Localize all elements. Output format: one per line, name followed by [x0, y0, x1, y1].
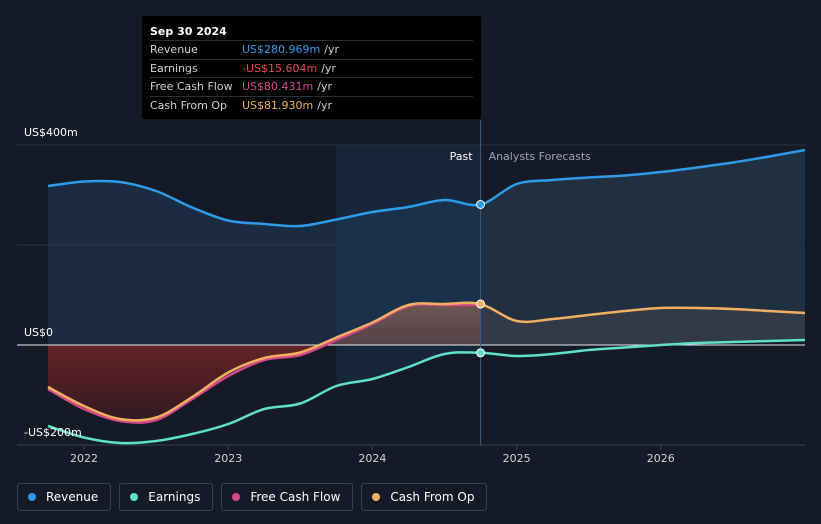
- x-tick-label: 2024: [358, 452, 386, 465]
- legend-item-revenue[interactable]: Revenue: [17, 483, 112, 511]
- tooltip-unit: /yr: [317, 80, 332, 93]
- legend-label: Free Cash Flow: [250, 490, 341, 504]
- chart-legend: Revenue Earnings Free Cash Flow Cash From O…: [17, 483, 488, 511]
- legend-label: Earnings: [148, 490, 201, 504]
- tooltip-unit: /yr: [324, 43, 339, 56]
- forecast-label: Analysts Forecasts: [489, 150, 592, 163]
- hover-tooltip: Sep 30 2024 Revenue US$280.969m/yr Earning…: [142, 16, 481, 119]
- tooltip-value: US$280.969m: [242, 43, 321, 56]
- series-line-revenue: [47, 148, 806, 228]
- revenue-forecast-area: [481, 150, 805, 345]
- past-label: Past: [450, 150, 474, 163]
- legend-dot-icon: [232, 493, 241, 501]
- earnings-under-mask: [48, 340, 805, 445]
- tooltip-label: Cash From Op: [150, 98, 228, 112]
- x-tick-label: 2022: [70, 452, 98, 465]
- tooltip-row: Revenue US$280.969m/yr: [150, 40, 473, 59]
- tooltip-label: Earnings: [150, 61, 198, 75]
- x-tick-label: 2026: [647, 452, 675, 465]
- cashflow-positive-area: [48, 302, 481, 345]
- series-line-earnings: [47, 338, 806, 445]
- y-tick-label: US$0: [24, 326, 53, 339]
- tooltip-label: Revenue: [150, 43, 198, 56]
- legend-item-earnings[interactable]: Earnings: [119, 483, 214, 511]
- legend-item-cash-from-op[interactable]: Cash From Op: [361, 483, 488, 511]
- legend-dot-icon: [372, 493, 381, 501]
- legend-label: Cash From Op: [390, 490, 475, 504]
- y-tick-label: -US$200m: [24, 426, 82, 439]
- tooltip-value: -US$15.604m: [242, 61, 318, 75]
- tooltip-value: US$80.431m: [242, 80, 314, 93]
- x-tick-label: 2025: [503, 452, 531, 465]
- tooltip-date: Sep 30 2024: [150, 25, 227, 38]
- legend-dot-icon: [28, 493, 36, 501]
- tooltip-value: US$81.930m: [242, 98, 314, 112]
- legend-dot-icon: [130, 493, 139, 501]
- highlight-marker: [476, 200, 486, 209]
- tooltip-unit: /yr: [321, 61, 336, 75]
- legend-label: Revenue: [46, 490, 99, 504]
- tooltip-label: Free Cash Flow: [150, 80, 233, 93]
- tooltip-row: Cash From Op US$81.930m/yr: [150, 95, 473, 115]
- series-line-cash-from-op: [47, 301, 806, 422]
- cashflow-forecast-area: [481, 304, 805, 345]
- y-tick-label: US$400m: [24, 126, 78, 139]
- x-tick-label: 2023: [214, 452, 242, 465]
- tooltip-row: Earnings -US$15.604m/yr: [150, 58, 473, 78]
- highlight-marker: [476, 299, 486, 309]
- cashflow-negative-area: [48, 345, 805, 421]
- tooltip-row: Free Cash Flow US$80.431m/yr: [150, 77, 473, 96]
- highlight-marker: [476, 348, 486, 358]
- tooltip-unit: /yr: [317, 98, 332, 112]
- legend-item-free-cash-flow[interactable]: Free Cash Flow: [221, 483, 354, 511]
